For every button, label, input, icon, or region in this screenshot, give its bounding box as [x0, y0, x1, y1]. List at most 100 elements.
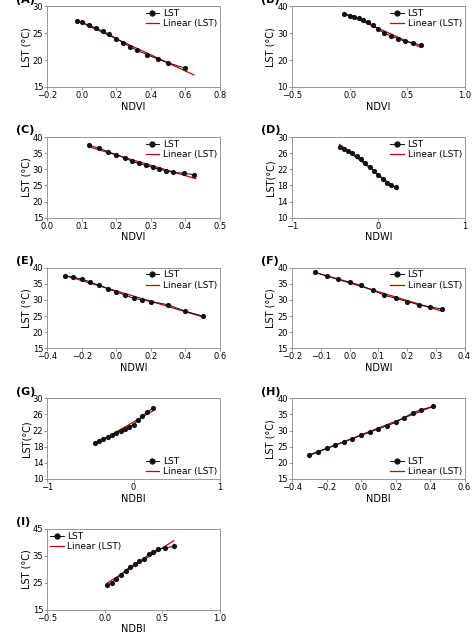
- Point: [106, 29, 113, 39]
- Y-axis label: LST (°C): LST (°C): [21, 157, 31, 197]
- Legend: LST, Linear (LST): LST, Linear (LST): [49, 531, 122, 552]
- Point: [340, 144, 347, 154]
- Point: [127, 42, 134, 52]
- Point: [380, 290, 388, 300]
- Point: [331, 440, 339, 450]
- Point: [134, 415, 142, 425]
- Point: [369, 20, 376, 30]
- Point: [346, 11, 354, 21]
- Point: [95, 144, 103, 154]
- Point: [99, 26, 106, 36]
- Point: [95, 436, 103, 446]
- Point: [149, 163, 156, 173]
- Point: [121, 424, 129, 434]
- Point: [409, 408, 417, 418]
- Legend: LST, Linear (LST): LST, Linear (LST): [145, 456, 218, 477]
- Point: [417, 40, 425, 50]
- Point: [387, 180, 395, 190]
- Point: [418, 404, 425, 415]
- Point: [314, 446, 322, 457]
- Point: [104, 432, 111, 442]
- Point: [182, 63, 189, 73]
- Point: [133, 45, 141, 55]
- X-axis label: NDBI: NDBI: [121, 493, 146, 504]
- Point: [104, 147, 111, 157]
- Text: (C): (C): [17, 125, 35, 135]
- Point: [336, 142, 343, 152]
- Point: [370, 166, 378, 177]
- Y-axis label: LST (°C): LST (°C): [21, 27, 31, 67]
- Point: [362, 158, 369, 168]
- Point: [130, 293, 137, 304]
- Point: [190, 170, 198, 180]
- Point: [108, 578, 116, 588]
- Point: [85, 20, 92, 30]
- Legend: LST, Linear (LST): LST, Linear (LST): [390, 139, 463, 160]
- Y-axis label: LST(°C): LST(°C): [266, 159, 276, 196]
- Legend: LST, Linear (LST): LST, Linear (LST): [390, 8, 463, 29]
- Point: [117, 425, 125, 436]
- Point: [131, 559, 138, 569]
- Point: [180, 168, 187, 178]
- Text: (B): (B): [261, 0, 280, 4]
- Point: [126, 422, 133, 432]
- Point: [340, 10, 347, 20]
- Point: [164, 58, 172, 68]
- Point: [136, 556, 143, 566]
- Legend: LST, Linear (LST): LST, Linear (LST): [145, 269, 218, 291]
- X-axis label: NDBI: NDBI: [121, 624, 146, 634]
- Point: [122, 566, 129, 576]
- Point: [121, 153, 129, 163]
- Point: [92, 23, 100, 33]
- Point: [154, 544, 162, 554]
- Point: [357, 431, 365, 441]
- Point: [140, 554, 148, 564]
- Point: [392, 182, 400, 192]
- Point: [112, 150, 120, 160]
- Text: (H): (H): [261, 387, 281, 397]
- Text: (F): (F): [261, 256, 279, 266]
- Point: [364, 17, 372, 27]
- Point: [366, 162, 374, 172]
- Point: [353, 151, 361, 161]
- Text: (E): (E): [17, 256, 34, 266]
- X-axis label: NDVI: NDVI: [366, 102, 391, 112]
- Point: [119, 38, 127, 48]
- Point: [349, 148, 356, 158]
- X-axis label: NDBI: NDBI: [366, 493, 391, 504]
- Point: [170, 542, 178, 552]
- Point: [357, 280, 365, 290]
- Point: [145, 549, 152, 559]
- X-axis label: NDWI: NDWI: [365, 232, 392, 242]
- Point: [369, 285, 376, 295]
- Point: [78, 274, 86, 284]
- Point: [161, 543, 168, 553]
- Point: [323, 271, 330, 281]
- Point: [61, 271, 68, 281]
- X-axis label: NDVI: NDVI: [121, 232, 146, 242]
- Point: [323, 443, 330, 453]
- Point: [73, 17, 81, 27]
- Point: [387, 31, 395, 41]
- Point: [349, 434, 356, 444]
- Point: [95, 280, 103, 290]
- Point: [199, 311, 206, 321]
- Y-axis label: LST(°C): LST(°C): [21, 420, 31, 457]
- Point: [138, 295, 146, 305]
- Point: [87, 277, 94, 287]
- Point: [130, 420, 137, 430]
- Point: [85, 140, 92, 150]
- Point: [380, 28, 388, 38]
- Text: (G): (G): [17, 387, 36, 397]
- Point: [401, 413, 408, 423]
- Point: [415, 300, 422, 310]
- Point: [78, 17, 86, 27]
- Point: [112, 34, 120, 44]
- Point: [143, 407, 150, 417]
- Point: [345, 146, 352, 156]
- Point: [128, 156, 136, 166]
- Point: [112, 287, 120, 297]
- Point: [366, 427, 374, 438]
- Point: [138, 411, 146, 422]
- Point: [103, 580, 111, 591]
